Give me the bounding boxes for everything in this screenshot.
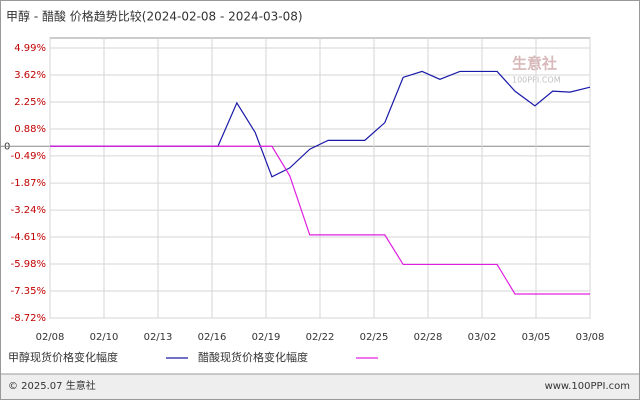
legend-label: 甲醇现货价格变化幅度 bbox=[8, 350, 118, 364]
x-tick-label: 02/28 bbox=[414, 332, 443, 343]
chart-title: 甲醇 - 醋酸 价格趋势比较(2024-02-08 - 2024-03-08) bbox=[6, 9, 303, 24]
y-tick-label: -8.72% bbox=[11, 313, 46, 324]
x-tick-label: 02/13 bbox=[144, 332, 173, 343]
series-line bbox=[50, 70, 591, 178]
x-tick-label: 02/22 bbox=[306, 332, 335, 343]
x-tick-label: 02/16 bbox=[198, 332, 227, 343]
footer-bar bbox=[1, 374, 639, 399]
x-tick-label: 02/10 bbox=[90, 332, 119, 343]
y-tick-label: -7.35% bbox=[11, 286, 46, 297]
series-line bbox=[50, 145, 590, 295]
watermark: 生意社 bbox=[512, 55, 557, 73]
x-tick-label: 02/25 bbox=[360, 332, 389, 343]
y-tick-label: -0.49% bbox=[11, 151, 46, 162]
y-tick-label: -1.87% bbox=[11, 178, 46, 189]
x-tick-label: 03/05 bbox=[522, 332, 551, 343]
x-tick-label: 03/08 bbox=[576, 332, 605, 343]
x-tick-label: 02/19 bbox=[252, 332, 281, 343]
y-tick-label: 2.25% bbox=[14, 97, 46, 108]
copyright: © 2025.07 生意社 bbox=[8, 379, 96, 392]
x-tick-label: 02/08 bbox=[36, 332, 65, 343]
y-tick-label: 3.62% bbox=[14, 70, 46, 81]
site: www.100PPI.com bbox=[545, 381, 630, 392]
y-tick-label: -5.98% bbox=[11, 259, 46, 270]
x-tick-label: 03/02 bbox=[468, 332, 497, 343]
legend-label: 醋酸现货价格变化幅度 bbox=[198, 350, 308, 364]
y-tick-label: 0.88% bbox=[14, 124, 46, 135]
y-tick-label: 4.99% bbox=[14, 43, 46, 54]
y-tick-label: -3.24% bbox=[11, 205, 46, 216]
y-tick-label: -4.61% bbox=[11, 232, 46, 243]
